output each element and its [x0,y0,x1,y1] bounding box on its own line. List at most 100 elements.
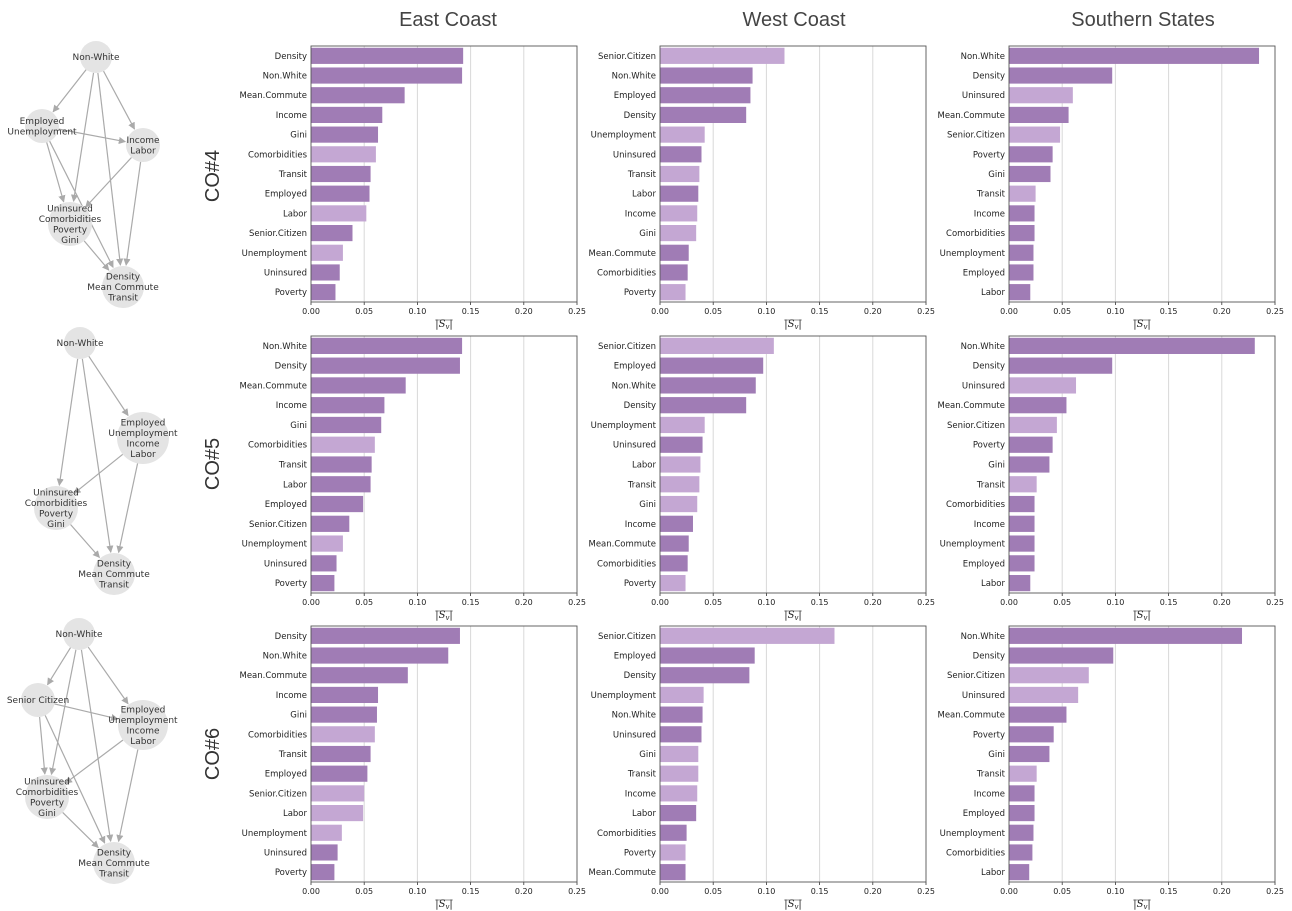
category-label: Income [974,789,1005,799]
x-tick-label: 0.00 [651,887,669,896]
category-label: Unemployment [940,829,1006,839]
bar-transit [311,745,371,763]
row-label-co5: CO#5 [202,438,224,490]
bar-non-white [311,647,449,664]
chart-co-6-east-coast: 0.00 0.05 0.10 0.15 0.20 0.25 Density Non.White… [239,625,586,911]
category-label: Gini [988,461,1005,471]
x-tick-label: 0.10 [757,887,775,896]
graph-edge [49,140,114,268]
plot-frame [1008,625,1276,883]
graph-edge [54,703,119,721]
x-tick-label: 0.10 [1106,307,1124,316]
x-tick-label: 0.15 [462,598,480,607]
node-label: Uninsured [47,204,93,214]
x-tick-label: 0.20 [515,887,533,896]
graph-edge [64,739,124,784]
category-label: Uninsured [264,848,307,858]
x-tick-label: 0.25 [1266,887,1284,896]
category-label: Senior.Citizen [947,671,1005,681]
node-label: Uninsured [33,488,79,498]
node-label: Mean Commute [78,859,150,869]
category-label: Uninsured [962,381,1005,391]
category-label: Uninsured [264,559,307,569]
node-circle [93,842,135,884]
x-tick-label: 0.25 [917,887,935,896]
bar-gini [660,495,698,513]
category-label: Mean.Commute [937,111,1005,121]
category-label: Density [624,401,656,411]
category-label: Unemployment [940,249,1006,259]
bar-non-white [311,337,463,354]
x-tick-label: 0.25 [917,307,935,316]
bar-labor [1009,284,1031,301]
bar-non-white [660,377,756,394]
bar-comorbidities [660,824,687,841]
category-label: Non.White [612,72,656,82]
category-label: Income [625,789,656,799]
category-label: Gini [290,131,307,141]
category-label: Gini [639,750,656,760]
bar-comorbidities [311,726,375,743]
node-label: Non-White [73,53,120,63]
node-label: Comorbidities [16,788,79,798]
category-label: Mean.Commute [937,711,1005,721]
x-tick-label: 0.10 [1106,598,1124,607]
x-axis-label: |Sv| [1133,899,1151,911]
bar-unemployment [660,416,705,434]
x-tick-label: 0.25 [568,307,586,316]
bar-transit [660,165,700,183]
node-circle [25,109,59,143]
bar-comorbidities [1009,495,1035,513]
x-tick-label: 0.10 [757,307,775,316]
node-label: Transit [98,870,129,880]
category-label: Density [275,632,307,642]
node-circle [25,775,69,819]
x-tick-label: 0.10 [408,307,426,316]
bar-comorbidities [311,436,375,453]
x-axis-label: |Sv| [435,899,453,911]
category-label: Comorbidities [597,268,657,278]
x-axis-label: |Sv| [1133,319,1151,331]
chart-co-4-southern-states: 0.00 0.05 0.10 0.15 0.20 0.25 Non.White Density… [937,45,1284,331]
bar-density [311,357,460,374]
category-label: Non.White [612,381,656,391]
category-label: Poverty [275,288,307,298]
bar-comorbidities [660,555,688,572]
graph-edge [97,72,124,266]
node-circle [21,683,55,717]
category-label: Density [973,362,1005,372]
bar-density [311,47,464,64]
row-labels: CO#4 CO#5 CO#6 [202,150,224,780]
bar-uninsured [1009,686,1079,703]
node-label: Unemployment [7,127,77,137]
node-label: Gini [38,809,56,819]
category-label: Density [275,362,307,372]
bar-poverty [1009,146,1053,163]
bar-unemployment [660,686,704,703]
graph-node-non-white: Non-White [73,41,120,73]
category-label: Transit [278,461,308,471]
bar-labor [660,185,699,202]
bar-mean-commute [660,864,686,881]
x-tick-label: 0.20 [864,598,882,607]
node-circle [126,128,160,162]
bar-density [1009,357,1113,374]
category-label: Non.White [263,342,307,352]
x-tick-label: 0.05 [355,598,373,607]
bar-gini [311,706,377,723]
chart-co-5-southern-states: 0.00 0.05 0.10 0.15 0.20 0.25 Non.White Density… [937,335,1284,622]
bar-labor [311,205,367,222]
node-circle [102,266,144,308]
node-label: Comorbidities [25,499,88,509]
graph-edge [116,463,139,554]
graph-edges [38,646,139,849]
category-label: Senior.Citizen [598,342,656,352]
graph-edge [87,646,129,705]
x-tick-label: 0.20 [864,307,882,316]
plot-frame [659,335,927,594]
bar-density [660,667,750,684]
